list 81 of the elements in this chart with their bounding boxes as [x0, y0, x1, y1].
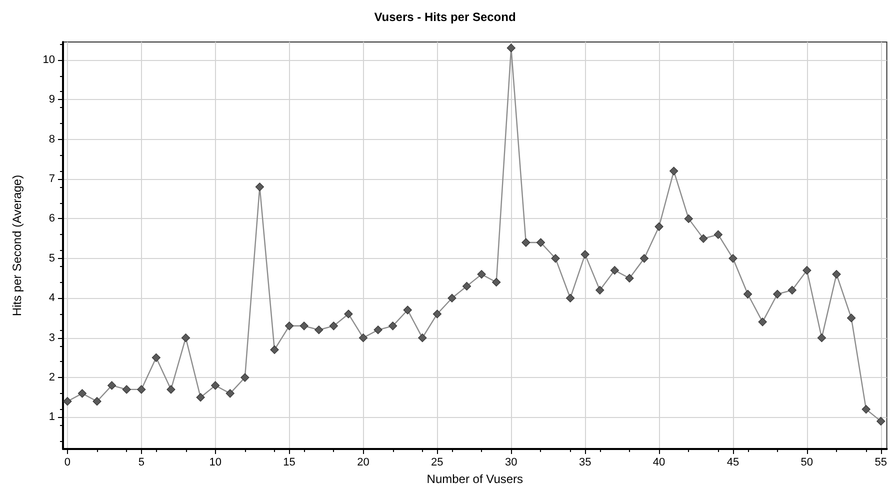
point: [314, 326, 324, 334]
point: [714, 230, 722, 239]
point: [152, 353, 160, 362]
point: [596, 286, 604, 294]
x-tick-label: 20: [357, 456, 370, 468]
point: [403, 306, 412, 314]
point: [388, 322, 398, 330]
y-tick-label: 8: [48, 133, 55, 146]
point: [196, 393, 205, 402]
point: [448, 294, 456, 302]
point: [522, 238, 530, 247]
point: [506, 44, 516, 52]
point: [670, 166, 678, 176]
y-tick-label: 1: [48, 411, 55, 424]
y-tick-label: 9: [48, 94, 55, 106]
x-tick-label: 15: [283, 456, 296, 468]
y-tick-label: 4: [48, 292, 55, 304]
point: [226, 389, 234, 398]
point: [374, 326, 382, 334]
x-tick-label: 30: [505, 456, 518, 468]
y-tick-label: 3: [48, 332, 55, 344]
point: [270, 345, 279, 354]
point: [876, 416, 886, 426]
point: [610, 266, 619, 275]
point: [699, 234, 708, 243]
point: [211, 381, 220, 390]
x-tick-label: 10: [209, 456, 222, 468]
x-tick-label: 45: [726, 456, 740, 468]
x-tick-label: 55: [874, 456, 888, 468]
point: [181, 334, 190, 342]
point: [418, 334, 427, 342]
chart-title: Vusers - Hits per Second: [374, 10, 516, 24]
point: [108, 381, 116, 390]
point: [802, 266, 812, 275]
point: [773, 290, 782, 298]
point: [344, 310, 353, 318]
x-axis-title: Number of Vusers: [426, 472, 524, 486]
point: [566, 294, 575, 302]
point: [536, 238, 546, 247]
x-tick-label: 40: [652, 456, 666, 468]
point: [654, 222, 664, 231]
x-tick-label: 35: [578, 456, 592, 468]
y-tick-label: 2: [48, 372, 55, 384]
point: [640, 254, 649, 263]
point: [284, 322, 294, 330]
y-tick-label: 7: [48, 172, 55, 185]
point: [78, 389, 87, 398]
point: [358, 334, 368, 342]
point: [255, 182, 264, 192]
point: [432, 310, 442, 318]
point: [122, 385, 131, 394]
point: [862, 404, 870, 414]
point: [551, 254, 560, 263]
point: [625, 274, 634, 283]
x-tick-label: 5: [138, 456, 144, 468]
point: [477, 270, 486, 279]
x-tick-label: 0: [64, 456, 70, 468]
point: [300, 322, 308, 330]
point: [580, 250, 590, 259]
point: [329, 322, 338, 330]
point: [492, 278, 501, 287]
point: [728, 254, 738, 263]
point: [847, 314, 856, 322]
point: [684, 214, 693, 223]
point: [137, 385, 146, 394]
y-tick-label: 6: [48, 212, 55, 225]
x-tick-label: 50: [800, 456, 814, 468]
y-tick-label: 5: [48, 252, 55, 264]
y-axis-title: Hits per Second (Average): [10, 174, 24, 316]
point: [788, 286, 796, 294]
point: [743, 290, 752, 298]
point: [817, 334, 826, 342]
point: [832, 270, 841, 279]
point: [240, 373, 250, 382]
point: [758, 318, 767, 326]
point: [92, 397, 102, 406]
point: [63, 397, 72, 406]
point: [462, 282, 472, 290]
point: [166, 385, 176, 394]
x-tick-label: 25: [431, 456, 444, 468]
y-tick-label: 10: [42, 54, 55, 66]
